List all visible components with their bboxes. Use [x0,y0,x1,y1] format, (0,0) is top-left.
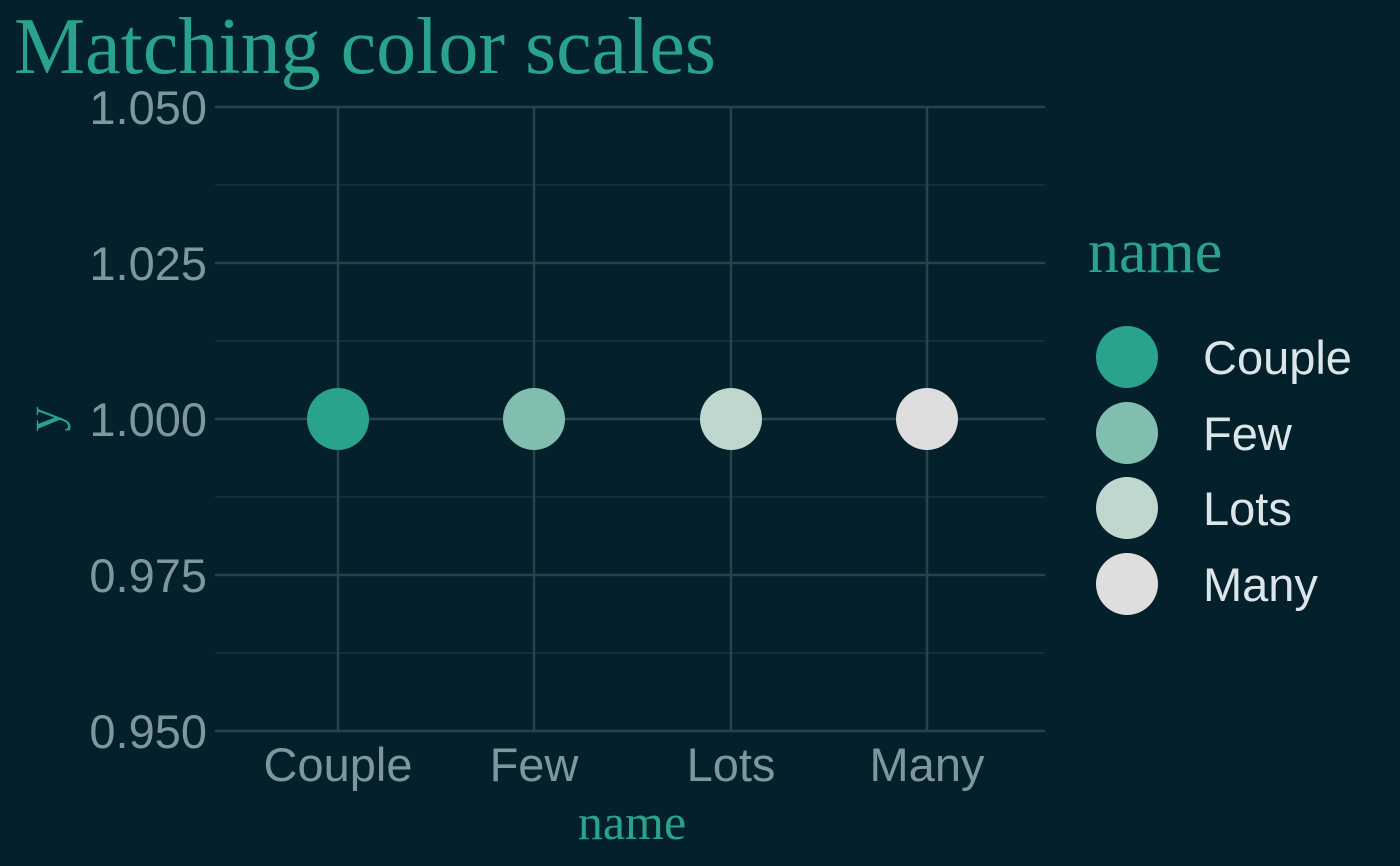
legend-item-few: Few [1096,402,1293,464]
legend-swatch [1096,477,1158,539]
x-tick-label: Lots [687,738,776,791]
y-tick-label: 1.000 [89,393,207,446]
legend-swatch [1096,326,1158,388]
legend-item-lots: Lots [1096,477,1292,539]
data-point-many [896,388,958,450]
legend-swatch [1096,553,1158,615]
legend-label: Couple [1203,331,1352,384]
legend-label: Lots [1203,482,1292,535]
legend-label: Few [1203,407,1293,460]
data-point-few [503,388,565,450]
y-tick-label: 1.025 [89,237,207,290]
legend-items: Couple Few Lots Many [1096,326,1352,615]
y-axis-label: y [15,407,71,432]
axes: 0.950 0.975 1.000 1.025 1.050 Couple Few Lots Ma… [89,81,985,791]
chart-title: Matching color scales [14,3,716,91]
data-point-couple [307,388,369,450]
x-axis-label: name [578,794,686,850]
x-tick-label: Many [870,738,985,791]
x-tick-label: Couple [264,738,413,791]
y-tick-label: 0.950 [89,705,207,758]
legend-label: Many [1203,558,1318,611]
legend-swatch [1096,402,1158,464]
data-point-lots [700,388,762,450]
legend-item-many: Many [1096,553,1318,615]
legend-title: name [1088,218,1222,286]
y-tick-label: 1.050 [89,81,207,134]
x-tick-label: Few [490,738,580,791]
legend: name Couple Few Lots Many [1088,218,1352,615]
y-tick-label: 0.975 [89,549,207,602]
data-points [307,388,958,450]
legend-item-couple: Couple [1096,326,1352,388]
